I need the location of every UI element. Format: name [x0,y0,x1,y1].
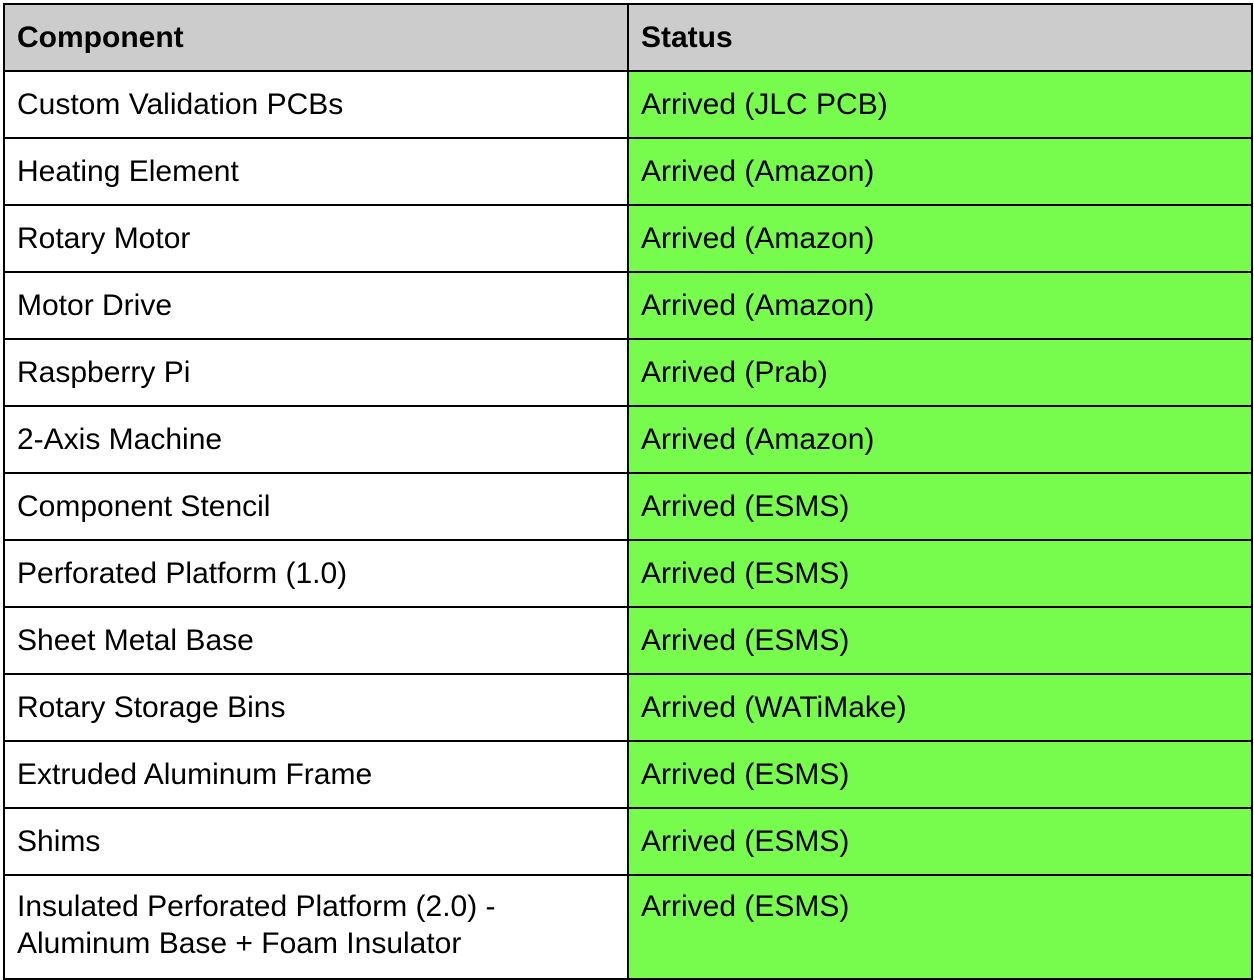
component-cell: Rotary Storage Bins [3,673,629,742]
status-cell: Arrived (Prab) [627,338,1253,407]
status-cell: Arrived (JLC PCB) [627,70,1253,139]
table-row: Extruded Aluminum Frame Arrived (ESMS) [3,740,1253,809]
table-row: Sheet Metal Base Arrived (ESMS) [3,606,1253,675]
table-row: Custom Validation PCBs Arrived (JLC PCB) [3,70,1253,139]
component-cell: Motor Drive [3,271,629,340]
component-cell: Sheet Metal Base [3,606,629,675]
status-cell: Arrived (Amazon) [627,271,1253,340]
status-cell: Arrived (Amazon) [627,405,1253,474]
column-header-status: Status [627,3,1253,72]
status-cell: Arrived (ESMS) [627,606,1253,675]
status-cell: Arrived (ESMS) [627,472,1253,541]
status-cell: Arrived (Amazon) [627,204,1253,273]
table-row: 2-Axis Machine Arrived (Amazon) [3,405,1253,474]
table-row: Motor Drive Arrived (Amazon) [3,271,1253,340]
component-cell: Rotary Motor [3,204,629,273]
table-row: Component Stencil Arrived (ESMS) [3,472,1253,541]
component-cell: Insulated Perforated Platform (2.0) - Al… [3,874,629,980]
status-cell: Arrived (ESMS) [627,874,1253,980]
table-row: Heating Element Arrived (Amazon) [3,137,1253,206]
component-cell: Shims [3,807,629,876]
status-cell: Arrived (ESMS) [627,740,1253,809]
status-cell: Arrived (ESMS) [627,539,1253,608]
table-row: Insulated Perforated Platform (2.0) - Al… [3,874,1253,980]
component-cell: Raspberry Pi [3,338,629,407]
component-cell: 2-Axis Machine [3,405,629,474]
table-header-row: Component Status [3,3,1253,72]
status-cell: Arrived (WATiMake) [627,673,1253,742]
table-row: Perforated Platform (1.0) Arrived (ESMS) [3,539,1253,608]
component-cell: Component Stencil [3,472,629,541]
table-row: Rotary Storage Bins Arrived (WATiMake) [3,673,1253,742]
column-header-component: Component [3,3,629,72]
status-cell: Arrived (Amazon) [627,137,1253,206]
component-cell: Extruded Aluminum Frame [3,740,629,809]
table-row: Raspberry Pi Arrived (Prab) [3,338,1253,407]
table-row: Shims Arrived (ESMS) [3,807,1253,876]
component-cell: Custom Validation PCBs [3,70,629,139]
status-cell: Arrived (ESMS) [627,807,1253,876]
table-row: Rotary Motor Arrived (Amazon) [3,204,1253,273]
component-cell: Heating Element [3,137,629,206]
component-status-table: Component Status Custom Validation PCBs … [3,3,1253,980]
component-cell: Perforated Platform (1.0) [3,539,629,608]
